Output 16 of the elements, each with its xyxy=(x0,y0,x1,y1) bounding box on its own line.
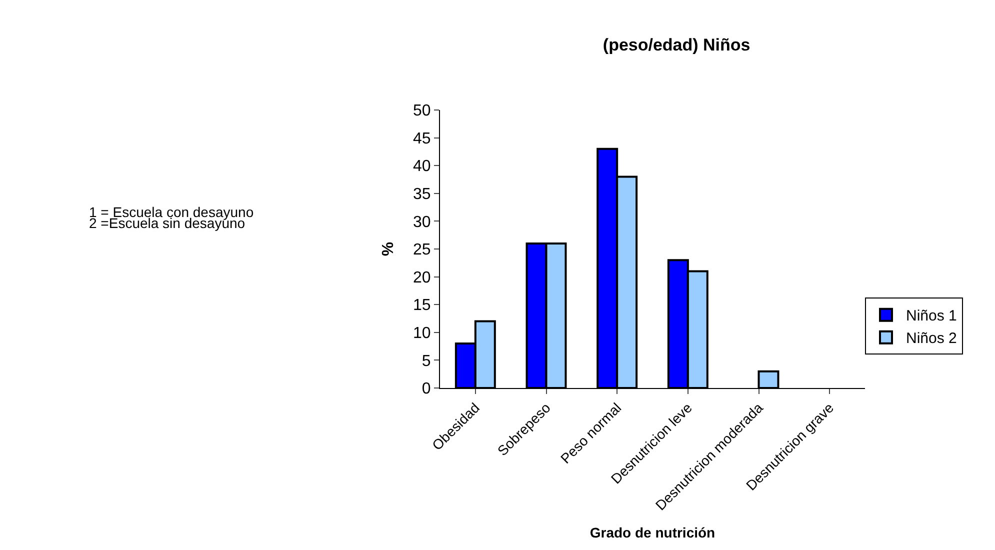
y-tick-label: 25 xyxy=(413,242,431,259)
y-tick-label: 40 xyxy=(413,158,431,176)
y-tick-label: 30 xyxy=(413,214,431,231)
y-tick-label: 0 xyxy=(422,380,431,398)
y-tick-label: 5 xyxy=(422,352,431,370)
y-tick-label: 35 xyxy=(413,186,431,203)
y-tick-label: 10 xyxy=(413,325,431,342)
chart-title: (peso/edad) Niños xyxy=(602,35,750,54)
y-tick-label: 50 xyxy=(413,102,431,120)
legend-label: Niños 1 xyxy=(906,308,957,325)
legend-label: Niños 2 xyxy=(906,330,957,348)
y-tick-label: 15 xyxy=(413,297,431,314)
y-tick-label: 20 xyxy=(413,269,431,286)
y-axis-title: % xyxy=(380,242,397,256)
x-axis-title: Grado de nutrición xyxy=(590,524,716,541)
y-tick-label: 45 xyxy=(413,130,431,148)
